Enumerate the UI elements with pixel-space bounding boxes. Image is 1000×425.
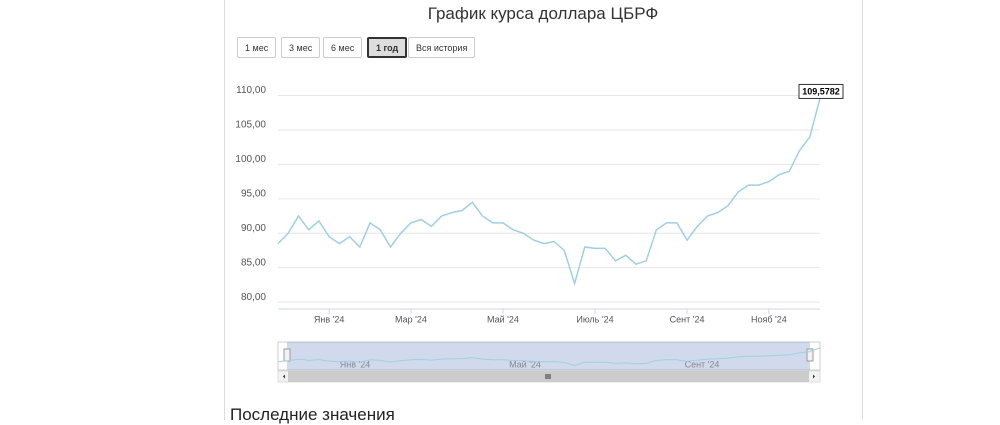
navigator-selection[interactable] [287,342,810,370]
y-tick-label: 105,00 [235,120,266,131]
navigator-label: Сент '24 [685,359,720,369]
range-button[interactable]: 1 год [367,37,408,58]
x-tick-label: Янв '24 [314,314,344,324]
value-label: 109,5782 [802,86,840,96]
navigator-series [277,347,821,367]
line-series [277,98,821,287]
y-tick-label: 80,00 [241,292,266,303]
range-button[interactable]: Вся история [408,37,476,58]
navigator-label: Май '24 [509,359,541,369]
x-tick-label: Июль '24 [576,314,613,324]
chart-title: График курса доллара ЦБРФ [427,4,659,23]
x-tick-label: Сент '24 [670,314,705,324]
range-button[interactable]: 1 мес [237,37,277,58]
navigator-frame [277,341,821,371]
section-heading: Последние значения [230,405,395,424]
y-tick-label: 100,00 [235,154,266,165]
x-tick-label: Май '24 [487,314,519,324]
x-tick-label: Мар '24 [395,314,427,324]
navigator-handle[interactable] [283,348,291,362]
x-tick-label: Нояб '24 [751,314,787,324]
range-button[interactable]: 3 мес [281,37,321,58]
navigator-label: Янв '24 [340,359,370,369]
y-tick-label: 95,00 [241,188,266,199]
chart-container [224,0,863,420]
y-tick-label: 90,00 [241,223,266,234]
y-tick-label: 85,00 [241,257,266,268]
value-label-box [798,83,844,99]
y-tick-label: 110,00 [236,85,266,96]
range-button[interactable]: 6 мес [323,37,363,58]
scrollbar-grip [545,374,551,379]
navigator-handle[interactable] [806,348,814,362]
